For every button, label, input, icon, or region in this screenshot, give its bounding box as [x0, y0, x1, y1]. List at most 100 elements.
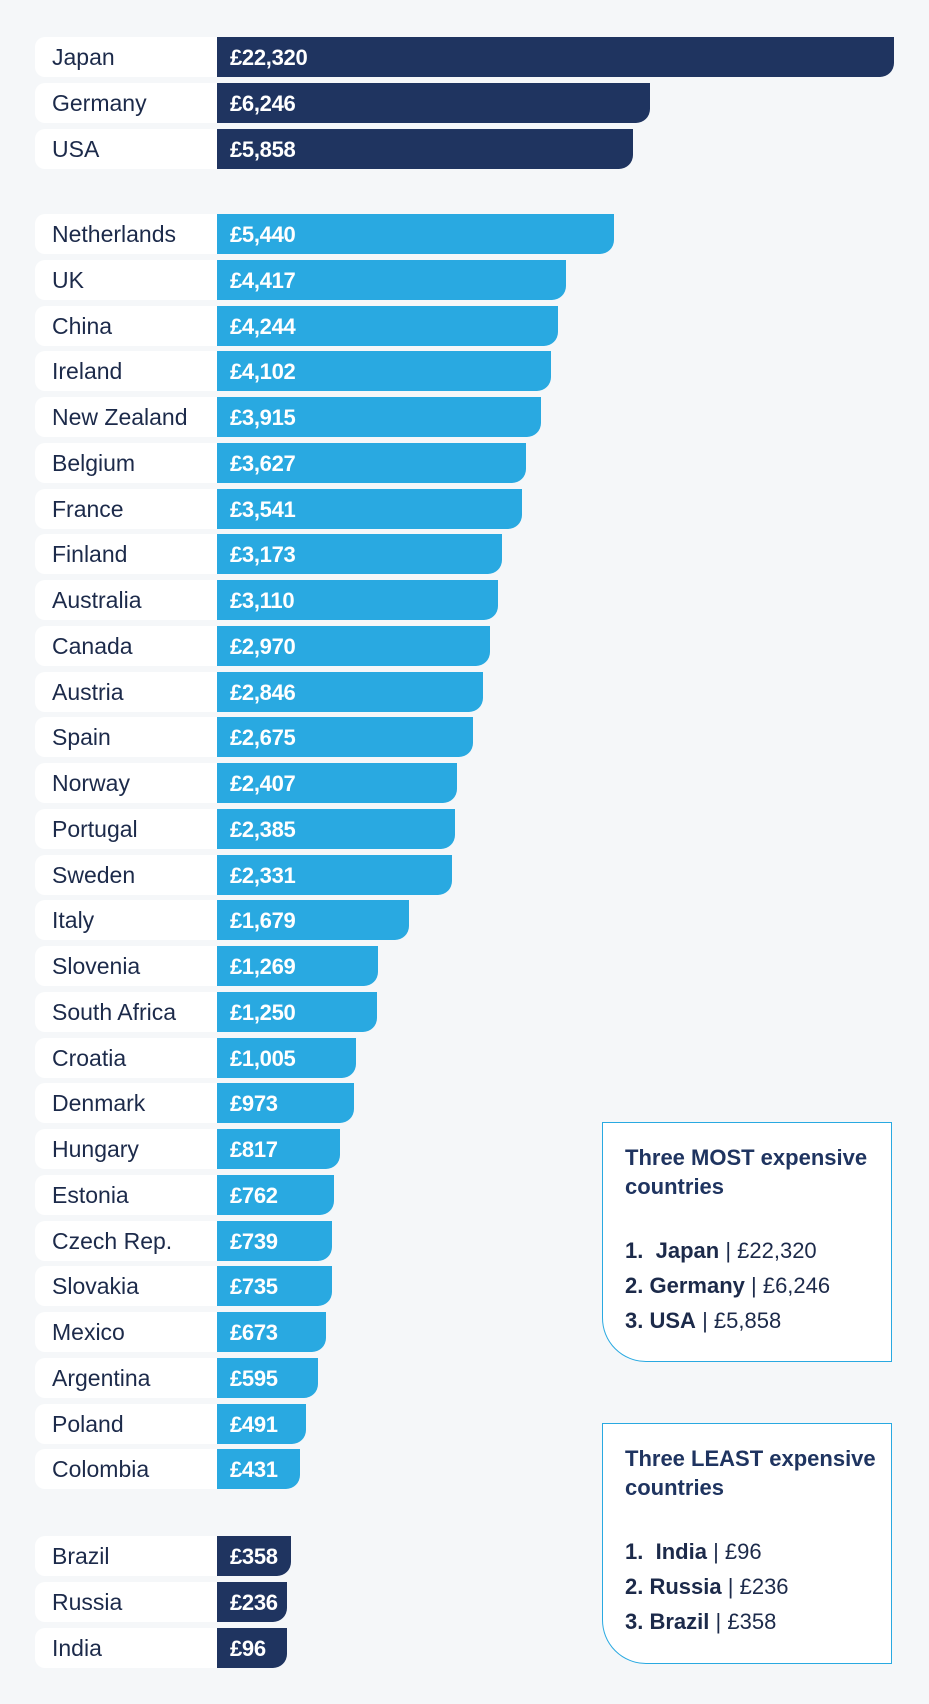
country-label: New Zealand — [52, 404, 188, 430]
bar: £3,173 — [217, 534, 502, 574]
bar: £96 — [217, 1628, 287, 1668]
country-label-background — [35, 129, 217, 169]
bar: £2,385 — [217, 809, 455, 849]
bar: £2,675 — [217, 717, 473, 757]
country-label-background — [35, 1129, 217, 1169]
rank: 1. — [625, 1238, 644, 1263]
bar: £735 — [217, 1266, 332, 1306]
bar: £595 — [217, 1358, 318, 1398]
value: | £236 — [727, 1574, 789, 1599]
country-label-background — [35, 855, 217, 895]
country-label-background — [35, 1038, 217, 1078]
country-label: Brazil — [52, 1543, 110, 1569]
bar-value-label: £2,846 — [230, 680, 296, 705]
bar: £4,102 — [217, 351, 551, 391]
bar: £739 — [217, 1221, 332, 1261]
country-label: Colombia — [52, 1456, 150, 1482]
bar: £2,846 — [217, 672, 483, 712]
country-label: Norway — [52, 770, 130, 796]
country-label-background — [35, 626, 217, 666]
country-label-background — [35, 1175, 217, 1215]
country-label: USA — [52, 136, 100, 162]
country-label: Poland — [52, 1411, 124, 1437]
country-label: South Africa — [52, 999, 177, 1025]
bar: £4,244 — [217, 306, 558, 346]
country-label: Spain — [52, 724, 111, 750]
rank: 1. — [625, 1539, 644, 1564]
bar-value-label: £1,679 — [230, 908, 296, 933]
bar-value-label: £817 — [230, 1137, 278, 1162]
bar: £3,541 — [217, 489, 522, 529]
bar: £431 — [217, 1449, 300, 1489]
least-expensive-title: Three LEAST expensive countries — [625, 1446, 876, 1500]
bar-value-label: £236 — [230, 1590, 278, 1615]
bar-value-label: £1,250 — [230, 1000, 296, 1025]
bar-value-label: £5,858 — [230, 137, 296, 162]
rank: 3. — [625, 1609, 644, 1634]
most-expensive-title: Three MOST expensive countries — [625, 1145, 868, 1199]
country-label-background — [35, 763, 217, 803]
bar-value-label: £491 — [230, 1412, 278, 1437]
country-label: Slovakia — [52, 1273, 139, 1299]
bar-value-label: £431 — [230, 1457, 278, 1482]
country-label-background — [35, 397, 217, 437]
country-label: Ireland — [52, 358, 123, 384]
country: Russia — [649, 1574, 722, 1599]
bar-value-label: £2,385 — [230, 817, 296, 842]
bar-value-label: £1,269 — [230, 954, 296, 979]
bar: £2,970 — [217, 626, 490, 666]
bar-value-label: £96 — [230, 1636, 266, 1661]
country-label-background — [35, 37, 217, 77]
country-label: Mexico — [52, 1319, 125, 1345]
bar-value-label: £762 — [230, 1183, 278, 1208]
bar: £2,331 — [217, 855, 452, 895]
country-label: Australia — [52, 587, 142, 613]
bar: £22,320 — [217, 37, 894, 77]
bar: £1,269 — [217, 946, 378, 986]
country-label: Canada — [52, 633, 133, 659]
least-expensive-item: 1. India | £96 — [625, 1534, 789, 1569]
country: Brazil — [649, 1609, 710, 1634]
bar: £973 — [217, 1083, 354, 1123]
value: | £96 — [713, 1539, 762, 1564]
bar: £1,250 — [217, 992, 377, 1032]
bar: £762 — [217, 1175, 334, 1215]
bar: £673 — [217, 1312, 326, 1352]
least-expensive-list: 1. India | £96 2. Russia | £236 3. Brazi… — [625, 1534, 789, 1639]
country-label-background — [35, 1404, 217, 1444]
country-label-background — [35, 83, 217, 123]
bar-value-label: £2,407 — [230, 771, 296, 796]
country-label: Germany — [52, 90, 147, 116]
country-label-background — [35, 443, 217, 483]
least-expensive-item: 3. Brazil | £358 — [625, 1604, 789, 1639]
least-expensive-summary-box: Three LEAST expensive countries 1. India… — [602, 1423, 892, 1664]
bar: £817 — [217, 1129, 340, 1169]
bar-value-label: £739 — [230, 1229, 278, 1254]
bar-value-label: £6,246 — [230, 91, 296, 116]
bar-value-label: £3,541 — [230, 497, 296, 522]
most-expensive-list: 1. Japan | £22,320 2. Germany | £6,246 3… — [625, 1233, 830, 1338]
rank: 2. — [625, 1574, 644, 1599]
value: | £22,320 — [725, 1238, 817, 1263]
bar-value-label: £22,320 — [230, 45, 308, 70]
country-label-background — [35, 1358, 217, 1398]
country-label: India — [52, 1635, 102, 1661]
country-label-background — [35, 992, 217, 1032]
country-label: Russia — [52, 1589, 123, 1615]
country-label-background — [35, 214, 217, 254]
bar-value-label: £2,970 — [230, 634, 296, 659]
bar-value-label: £2,675 — [230, 725, 296, 750]
bar: £5,440 — [217, 214, 614, 254]
country-label-background — [35, 534, 217, 574]
country-label-background — [35, 717, 217, 757]
value: | £6,246 — [751, 1273, 831, 1298]
value: | £358 — [715, 1609, 777, 1634]
country-label: China — [52, 313, 113, 339]
country-label: Italy — [52, 907, 95, 933]
bar: £491 — [217, 1404, 306, 1444]
country-label-background — [35, 489, 217, 529]
country-label-background — [35, 260, 217, 300]
country: Germany — [649, 1273, 745, 1298]
bar: £358 — [217, 1536, 291, 1576]
